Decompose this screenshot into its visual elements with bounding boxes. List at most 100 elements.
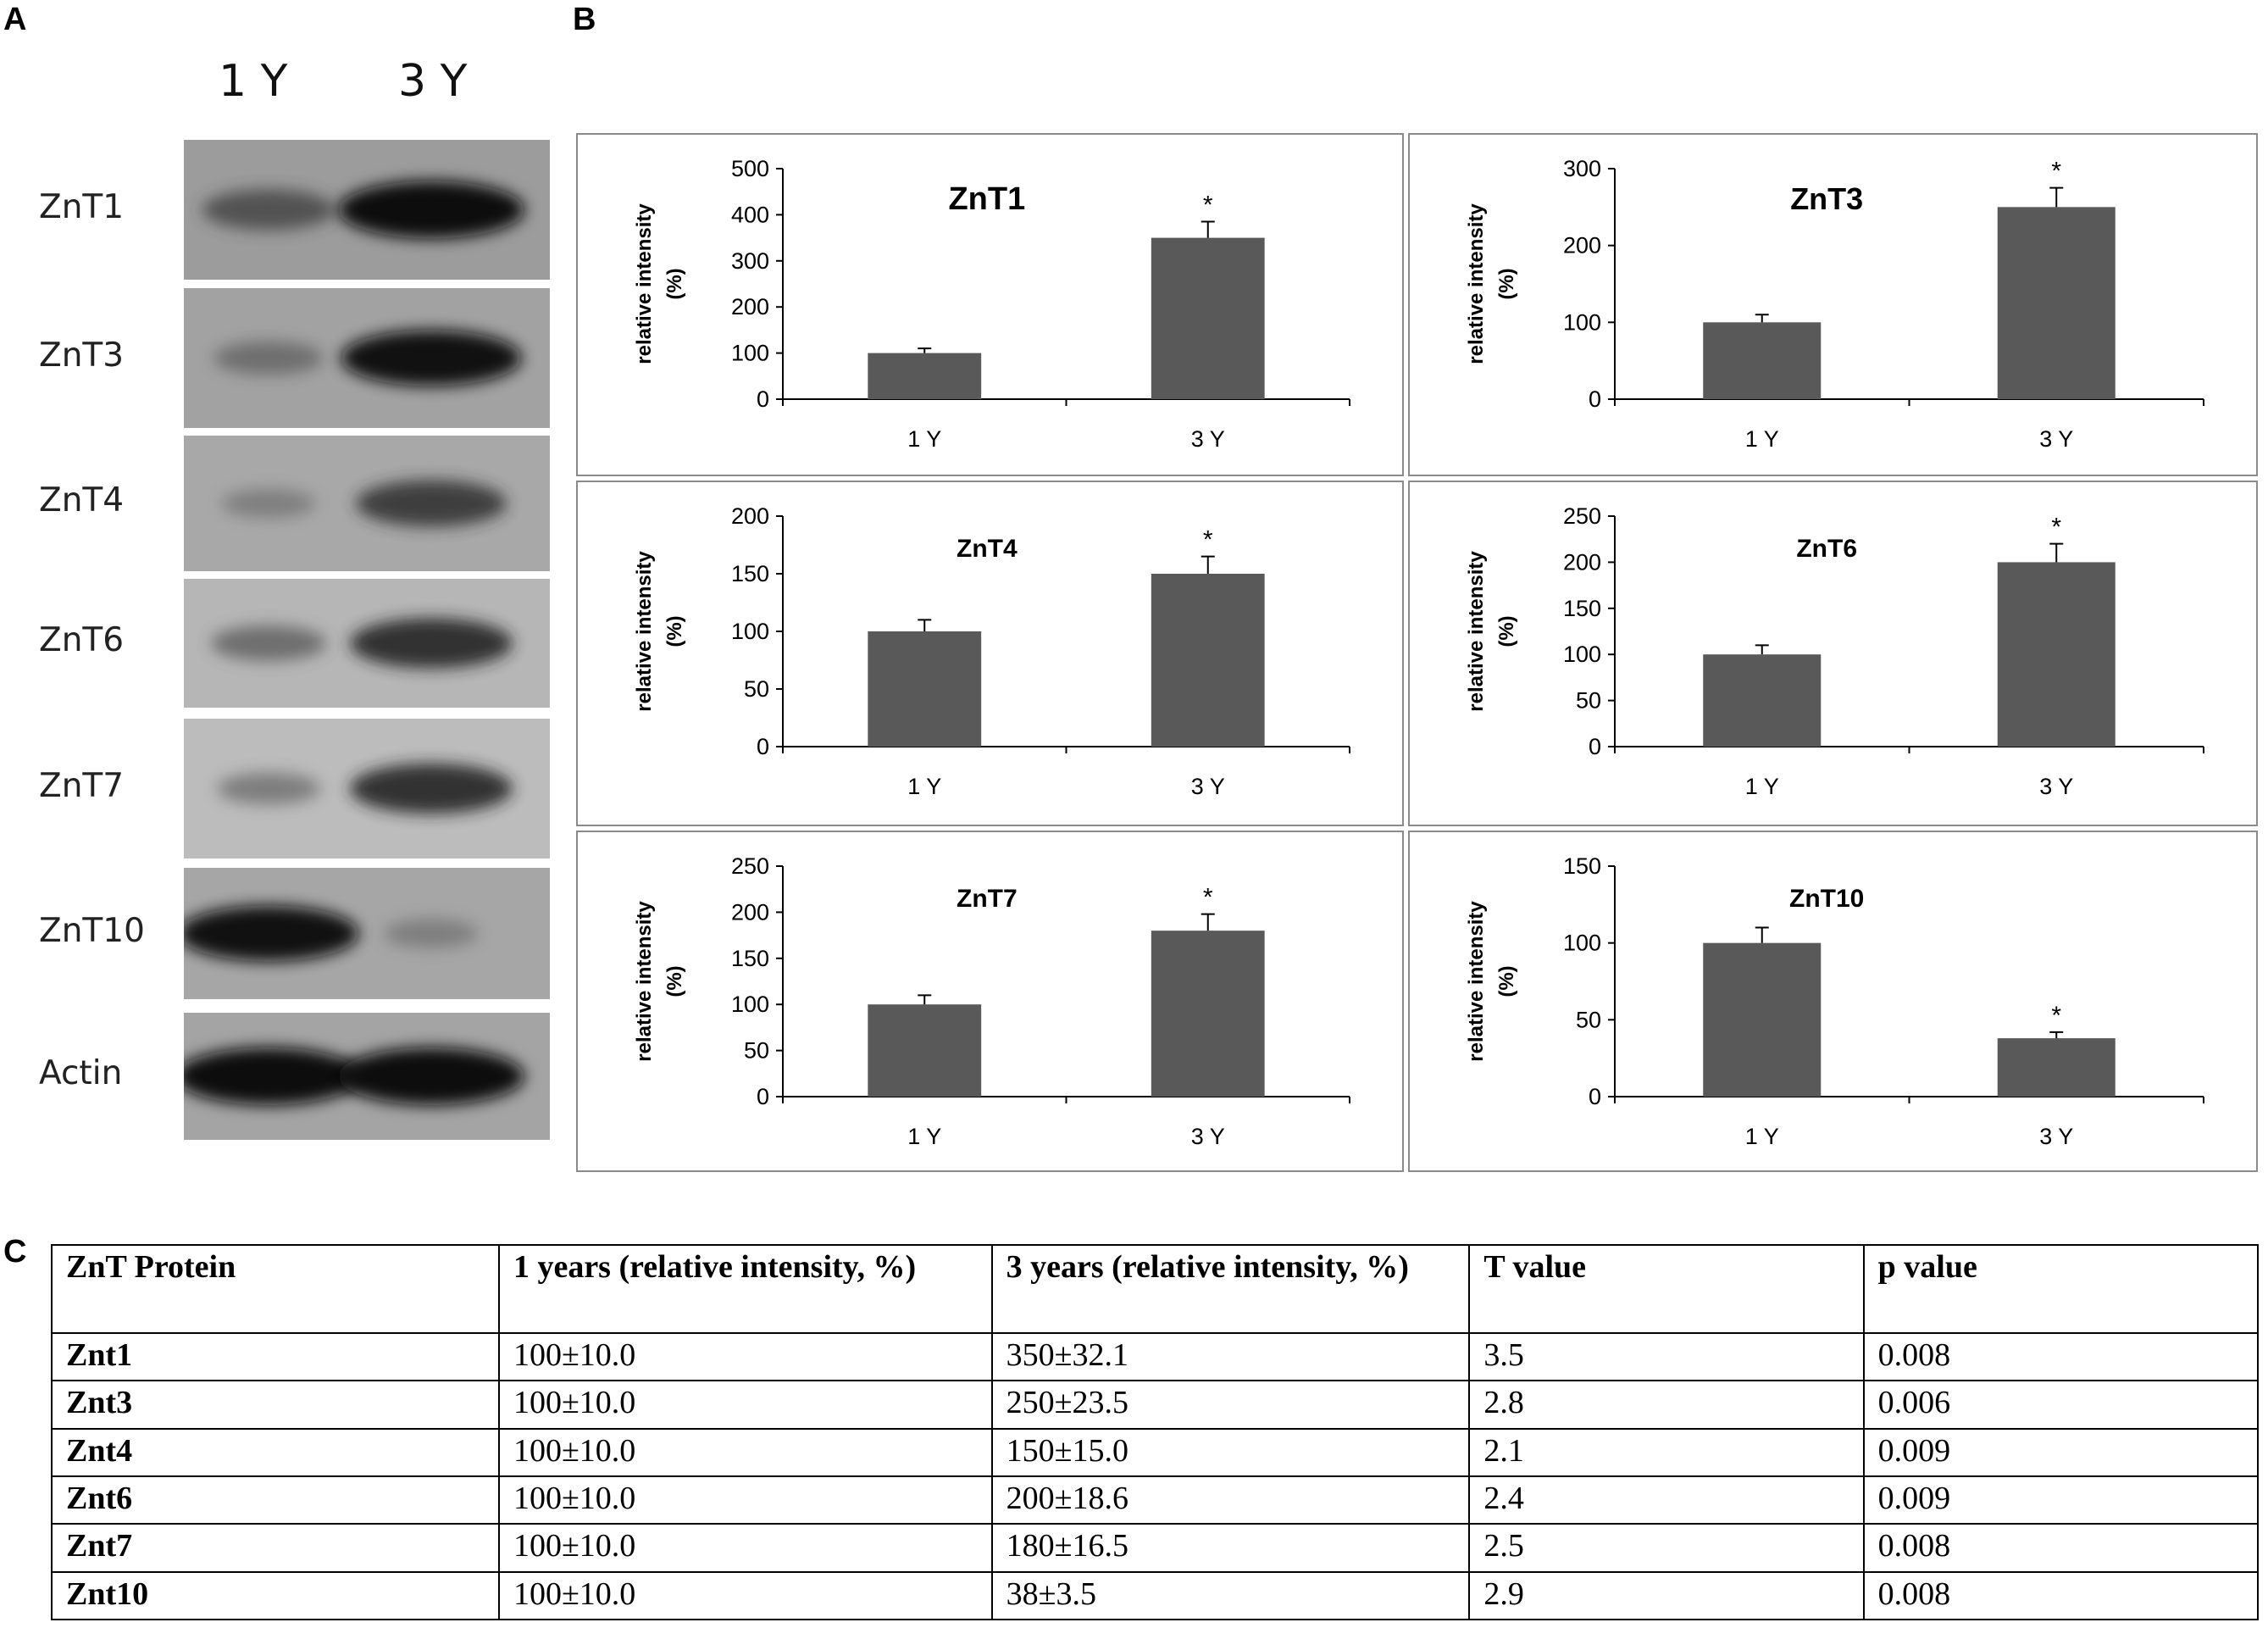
table-row: Znt10 100±10.0 38±3.5 2.9 0.008 — [51, 1570, 2260, 1621]
band-1y — [184, 905, 359, 962]
band-3y — [341, 330, 522, 386]
table-cell: 0.009 — [1862, 1427, 2260, 1477]
y-axis-label: relative intensity (%) — [633, 203, 686, 364]
blot-strip-actin — [184, 1013, 550, 1140]
panel-letter-c: C — [3, 1234, 27, 1270]
x-tick-label: 3 Y — [1191, 774, 1225, 799]
band-1y — [202, 189, 335, 231]
x-tick-label: 3 Y — [2039, 774, 2073, 799]
chart-title: ZnT1 — [948, 181, 1025, 217]
lane-header-1y: 1 Y — [219, 56, 288, 107]
table-cell: 100±10.0 — [497, 1475, 993, 1525]
x-tick-label: 3 Y — [1191, 426, 1225, 452]
table-cell: 100±10.0 — [497, 1570, 993, 1621]
blot-strip-znt4 — [184, 436, 550, 571]
table-cell: 0.008 — [1862, 1570, 2260, 1621]
x-tick-label: 3 Y — [1191, 1124, 1225, 1149]
table-header-row: ZnT Protein 1 years (relative intensity,… — [51, 1244, 2260, 1334]
table-row: Znt6 100±10.0 200±18.6 2.4 0.009 — [51, 1475, 2260, 1525]
column-header-t-value: T value — [1468, 1244, 1865, 1334]
significance-marker: * — [2051, 514, 2061, 542]
chart-svg: 0 50 100 150 200 250 1 Y 3 Y * ZnT7 relative inten… — [633, 853, 1350, 1149]
row-protein-name: Znt3 — [51, 1380, 500, 1430]
band-3y — [338, 1047, 524, 1105]
table-cell: 2.1 — [1468, 1427, 1865, 1477]
blot-strip-znt7 — [184, 719, 550, 858]
bar-1-y — [868, 631, 982, 747]
significance-marker: * — [1203, 192, 1213, 219]
y-axis-label-line-1: relative intensity — [1465, 551, 1488, 712]
y-axis-label-line-2: (%) — [663, 268, 686, 299]
chart-title: ZnT10 — [1789, 885, 1864, 913]
y-tick-label: 250 — [731, 853, 769, 879]
y-tick-label: 100 — [731, 992, 769, 1017]
blot-strip-znt3 — [184, 288, 550, 428]
table-cell: 100±10.0 — [497, 1427, 993, 1477]
band-3y — [338, 181, 524, 239]
bar-1-y — [1703, 942, 1822, 1097]
y-tick-label: 50 — [1576, 688, 1601, 714]
significance-marker: * — [2051, 158, 2061, 186]
column-header-1-year: 1 years (relative intensity, %) — [497, 1244, 993, 1334]
bar-3-y — [1997, 207, 2116, 399]
row-protein-name: Znt7 — [51, 1523, 500, 1573]
blot-label-actin: Actin — [39, 1054, 123, 1092]
y-axis-label-line-2: (%) — [1495, 268, 1518, 299]
chart-znt10: 0 50 100 150 1 Y 3 Y * ZnT10 relative intensity (… — [1408, 831, 2258, 1172]
y-axis-label-line-1: relative intensity — [1465, 901, 1488, 1062]
table-row: Znt1 100±10.0 350±32.1 3.5 0.008 — [51, 1331, 2260, 1382]
table-cell: 38±3.5 — [990, 1570, 1471, 1621]
y-axis-label-line-2: (%) — [1495, 965, 1518, 997]
blot-label-znt6: ZnT6 — [39, 621, 125, 659]
x-tick-label: 3 Y — [2039, 1124, 2073, 1149]
y-tick-label: 0 — [1589, 386, 1601, 412]
blot-strip-znt1 — [184, 140, 550, 280]
x-tick-label: 1 Y — [1745, 1124, 1779, 1149]
row-protein-name: Znt4 — [51, 1427, 500, 1477]
lane-header-3y: 3 Y — [398, 56, 468, 107]
table-row: Znt7 100±10.0 180±16.5 2.5 0.008 — [51, 1523, 2260, 1573]
band-3y — [356, 480, 507, 527]
y-axis-label-line-1: relative intensity — [633, 203, 656, 364]
table-cell: 2.4 — [1468, 1475, 1865, 1525]
row-protein-name: Znt1 — [51, 1331, 500, 1382]
y-axis-label-line-1: relative intensity — [1465, 203, 1488, 364]
y-axis-label: relative intensity (%) — [1465, 551, 1518, 712]
table-cell: 150±15.0 — [990, 1427, 1471, 1477]
bar-1-y — [1703, 322, 1822, 399]
chart-svg: 0 50 100 150 200 1 Y 3 Y * ZnT4 relative intensit… — [633, 503, 1350, 799]
row-protein-name: Znt6 — [51, 1475, 500, 1525]
y-tick-label: 200 — [1563, 549, 1601, 575]
y-tick-label: 0 — [757, 1084, 769, 1109]
statistics-table-panel: ZnT Protein 1 years (relative intensity,… — [51, 1244, 2260, 1621]
y-axis-label: relative intensity (%) — [1465, 901, 1518, 1062]
significance-marker: * — [1203, 526, 1213, 554]
chart-title: ZnT3 — [1790, 181, 1863, 216]
blot-label-znt1: ZnT1 — [39, 187, 125, 226]
y-tick-label: 150 — [731, 561, 769, 586]
y-axis-label: relative intensity (%) — [633, 551, 686, 712]
significance-marker: * — [1203, 884, 1213, 912]
y-tick-label: 0 — [1589, 734, 1601, 759]
y-tick-label: 100 — [1563, 931, 1601, 956]
y-tick-label: 0 — [757, 386, 769, 412]
bar-3-y — [1151, 574, 1265, 747]
y-tick-label: 50 — [744, 1038, 769, 1064]
bar-1-y — [1703, 654, 1822, 747]
table-cell: 0.008 — [1862, 1331, 2260, 1382]
panel-letter-b: B — [573, 2, 596, 37]
blot-label-znt7: ZnT7 — [39, 766, 125, 805]
y-tick-label: 150 — [1563, 596, 1601, 621]
table-row: Znt4 100±10.0 150±15.0 2.1 0.009 — [51, 1427, 2260, 1477]
row-protein-name: Znt10 — [51, 1570, 500, 1621]
table-cell: 2.8 — [1468, 1380, 1865, 1430]
chart-title: ZnT7 — [957, 885, 1018, 913]
y-tick-label: 50 — [1576, 1007, 1601, 1032]
band-1y — [211, 625, 326, 661]
y-tick-label: 200 — [731, 503, 769, 529]
panel-letter-a: A — [3, 2, 27, 37]
y-tick-label: 100 — [1563, 309, 1601, 335]
chart-svg: 0 50 100 150 1 Y 3 Y * ZnT10 relative intensity (… — [1465, 853, 2204, 1149]
table-cell: 100±10.0 — [497, 1523, 993, 1573]
y-tick-label: 0 — [757, 734, 769, 759]
